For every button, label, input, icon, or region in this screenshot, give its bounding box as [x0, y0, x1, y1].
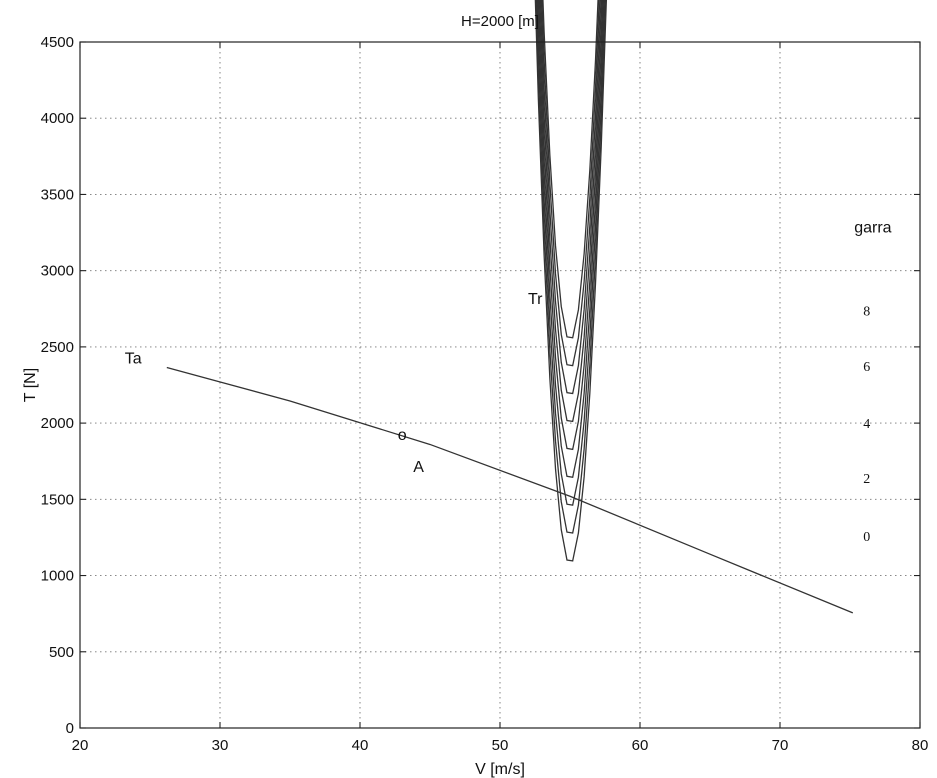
gamma-label: 2 [863, 472, 870, 487]
gamma-label: 8 [863, 304, 870, 319]
label-layer: H=2000 [m] V [m/s] T [N] [22, 13, 539, 778]
y-axis-label: T [N] [22, 368, 39, 402]
annotation-a: A [413, 459, 424, 476]
y-tick-label: 4000 [41, 110, 74, 127]
tr-curve-5 [539, 0, 603, 423]
annotation-layer: 8 6 4 2 0 Ta Tr garra oA [125, 220, 892, 545]
y-tick-label: 0 [66, 720, 74, 737]
gamma-label: 0 [863, 530, 870, 545]
y-tick-label: 1500 [41, 491, 74, 508]
tick-layer: 20 30 40 50 60 70 8005001000150020002500300035… [41, 34, 929, 754]
y-tick-label: 2000 [41, 415, 74, 432]
x-tick-label: 60 [632, 737, 649, 754]
y-tick-label: 500 [49, 644, 74, 661]
chart-title: H=2000 [m] [461, 13, 539, 30]
tr-curve-7 [541, 0, 600, 367]
annotation-ta: Ta [125, 351, 142, 368]
ta-line [166, 366, 854, 614]
tr-curve-2 [536, 0, 606, 506]
gamma-label: 4 [863, 417, 870, 432]
tr-curve-6 [540, 0, 602, 395]
y-tick-label: 3500 [41, 186, 74, 203]
tr-curve-0 [534, 0, 608, 562]
x-axis-label: V [m/s] [475, 761, 525, 778]
gamma-label: 6 [863, 360, 870, 375]
tr-curve-3 [537, 0, 605, 478]
y-tick-label: 4500 [41, 34, 74, 51]
x-tick-label: 70 [772, 737, 789, 754]
curve-layer [166, 0, 854, 614]
grid-layer [80, 42, 920, 728]
x-tick-label: 80 [912, 737, 929, 754]
x-tick-label: 50 [492, 737, 509, 754]
y-tick-label: 3000 [41, 263, 74, 280]
tr-curve-1 [535, 0, 607, 534]
tr-curve-8 [542, 0, 599, 339]
x-tick-label: 30 [212, 737, 229, 754]
y-tick-label: 2500 [41, 339, 74, 356]
x-tick-label: 40 [352, 737, 369, 754]
plot-frame [79, 41, 921, 729]
annotation-o: o [398, 427, 407, 444]
y-tick-label: 1000 [41, 568, 74, 585]
annotation-tr: Tr [528, 291, 543, 308]
tr-curve-4 [538, 0, 604, 451]
x-tick-label: 20 [72, 737, 89, 754]
annotation-garra: garra [854, 220, 891, 237]
